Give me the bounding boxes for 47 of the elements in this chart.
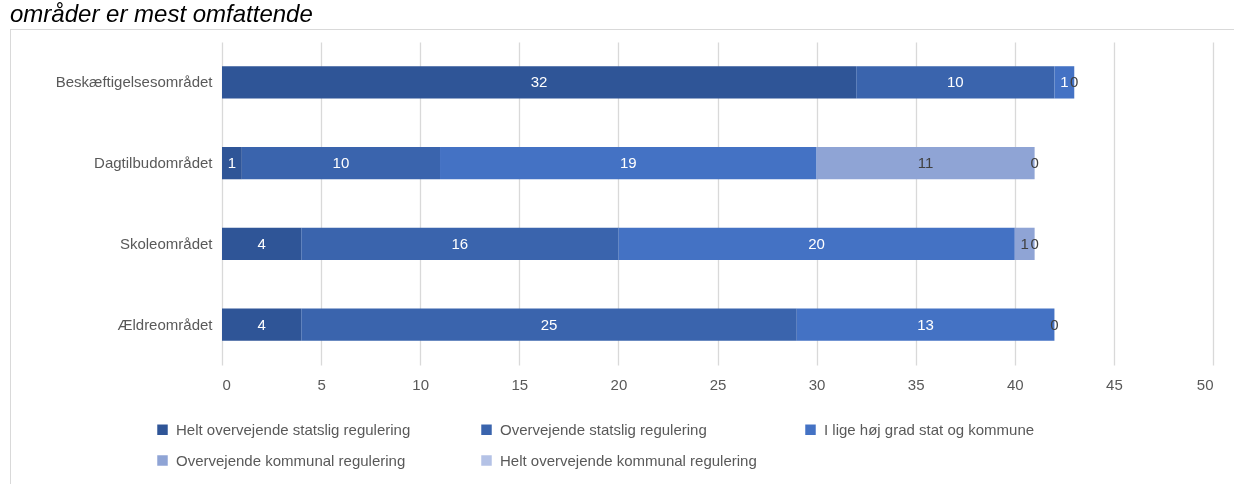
data-label: 4 (257, 315, 266, 333)
data-label: 32 (530, 73, 548, 91)
x-tick-label: 5 (317, 375, 326, 393)
legend-label: I lige høj grad stat og kommune (824, 420, 1035, 438)
x-tick-label: 10 (412, 375, 430, 393)
data-label: 16 (451, 234, 469, 252)
x-tick-label: 15 (511, 375, 529, 393)
x-tick-label: 40 (1006, 375, 1024, 393)
bar (222, 227, 302, 261)
x-tick-label: 20 (610, 375, 628, 393)
bar (241, 146, 441, 180)
data-label: 11 (917, 154, 934, 172)
legend-label: Helt overvejende statslig regulering (176, 420, 411, 438)
data-label: 20 (808, 234, 825, 252)
bar (301, 227, 619, 261)
data-label: 0 (1030, 234, 1039, 252)
bar (301, 308, 797, 341)
x-tick-label: 0 (222, 375, 231, 393)
data-label: 4 (257, 234, 266, 252)
chart-title: områder er mest omfattende (10, 0, 313, 28)
data-label: 1 (227, 154, 237, 172)
y-tick-label: Skoleområdet (119, 234, 214, 252)
legend-label: Overvejende statslig regulering (500, 420, 707, 438)
data-label: 1 (1020, 234, 1029, 252)
data-label: 0 (1030, 154, 1039, 172)
x-tick-label: 25 (709, 375, 727, 393)
bar (618, 227, 1015, 261)
bar (222, 66, 857, 99)
bar (440, 146, 817, 180)
y-tick-label: Beskæftigelsesområdet (55, 73, 214, 91)
x-tick-label: 50 (1196, 375, 1214, 393)
data-label: 13 (917, 315, 934, 333)
legend-label: Overvejende kommunal regulering (176, 451, 406, 469)
data-label: 10 (947, 73, 964, 91)
data-label: 25 (540, 315, 558, 333)
data-label: 10 (332, 154, 350, 172)
bar (222, 308, 302, 341)
x-tick-label: 45 (1106, 375, 1123, 393)
legend-label: Helt overvejende kommunal regulering (500, 451, 757, 469)
x-tick-label: 30 (808, 375, 826, 393)
x-tick-label: 35 (907, 375, 925, 393)
bar (222, 146, 242, 180)
y-tick-label: Dagtilbudområdet (94, 154, 214, 172)
data-label: 1 (1060, 73, 1069, 91)
bar (856, 66, 1055, 99)
y-tick-label: Ældreområdet (117, 315, 214, 333)
data-label: 19 (619, 154, 637, 172)
